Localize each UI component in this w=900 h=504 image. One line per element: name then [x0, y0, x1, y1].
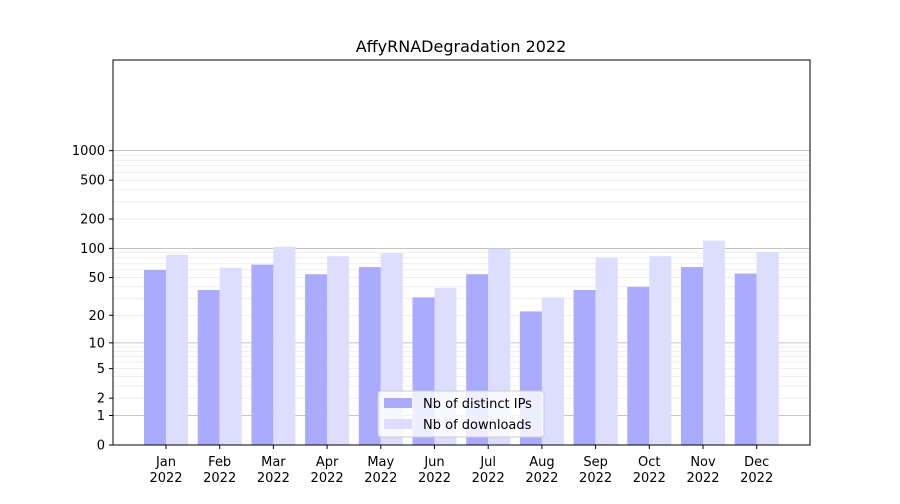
y-tick-label: 2: [97, 392, 105, 407]
bar-downloads: [703, 240, 725, 445]
chart-title: AffyRNADegradation 2022: [356, 37, 567, 56]
bar-downloads: [595, 257, 618, 445]
x-tick-label: Apr 2022: [311, 455, 344, 486]
bar-distinct-ips: [681, 267, 703, 445]
bar-downloads: [541, 297, 564, 445]
legend-label: Nb of distinct IPs: [423, 397, 532, 412]
x-tick-label: Jul 2022: [472, 455, 505, 486]
bar-distinct-ips: [627, 286, 650, 445]
bar-downloads: [649, 256, 672, 445]
legend-swatch: [384, 398, 412, 408]
y-tick-label: 500: [80, 174, 105, 189]
x-tick-label: Feb 2022: [203, 455, 236, 486]
bar-downloads: [327, 256, 350, 445]
x-tick-label: Jan 2022: [149, 455, 182, 486]
y-tick-label: 50: [88, 271, 105, 286]
legend-label: Nb of downloads: [423, 418, 532, 433]
bar-downloads: [273, 246, 296, 445]
x-tick-label: May 2022: [364, 455, 397, 486]
bar-distinct-ips: [734, 273, 757, 445]
x-tick-label: Jun 2022: [418, 455, 451, 486]
y-tick-label: 5: [97, 362, 105, 377]
y-tick-label: 100: [80, 242, 105, 257]
bar-distinct-ips: [573, 290, 596, 445]
bar-downloads: [756, 251, 779, 445]
y-axis-ticks: 0 1 2 5 10 20 50 100 200 500 1000: [72, 144, 113, 454]
legend-swatch: [384, 419, 412, 429]
bar-downloads: [166, 254, 188, 445]
bar-distinct-ips: [197, 290, 220, 445]
bar-distinct-ips: [144, 269, 166, 445]
x-tick-label: Mar 2022: [257, 455, 290, 486]
x-tick-label: Nov 2022: [686, 455, 719, 486]
y-tick-label: 20: [88, 309, 105, 324]
legend: Nb of distinct IPs Nb of downloads: [377, 390, 545, 438]
bar-downloads: [219, 267, 242, 445]
x-axis-ticks: Jan 2022 Feb 2022 Mar 2022 Apr 2022 May 2022 Jun 20…: [149, 445, 773, 486]
bar-distinct-ips: [358, 267, 381, 445]
legend-box: [377, 390, 545, 438]
x-tick-label: Dec 2022: [740, 455, 773, 486]
bar-distinct-ips: [305, 274, 328, 445]
x-tick-label: Oct 2022: [633, 455, 666, 486]
y-tick-label: 0: [97, 439, 105, 454]
y-tick-label: 10: [88, 336, 105, 351]
x-tick-label: Sep 2022: [579, 455, 612, 486]
y-tick-label: 200: [80, 213, 105, 228]
y-tick-label: 1000: [72, 144, 105, 159]
plot-frame: [112, 59, 811, 446]
y-tick-label: 1: [97, 409, 105, 424]
x-tick-label: Aug 2022: [525, 455, 558, 486]
bar-distinct-ips: [251, 264, 274, 445]
